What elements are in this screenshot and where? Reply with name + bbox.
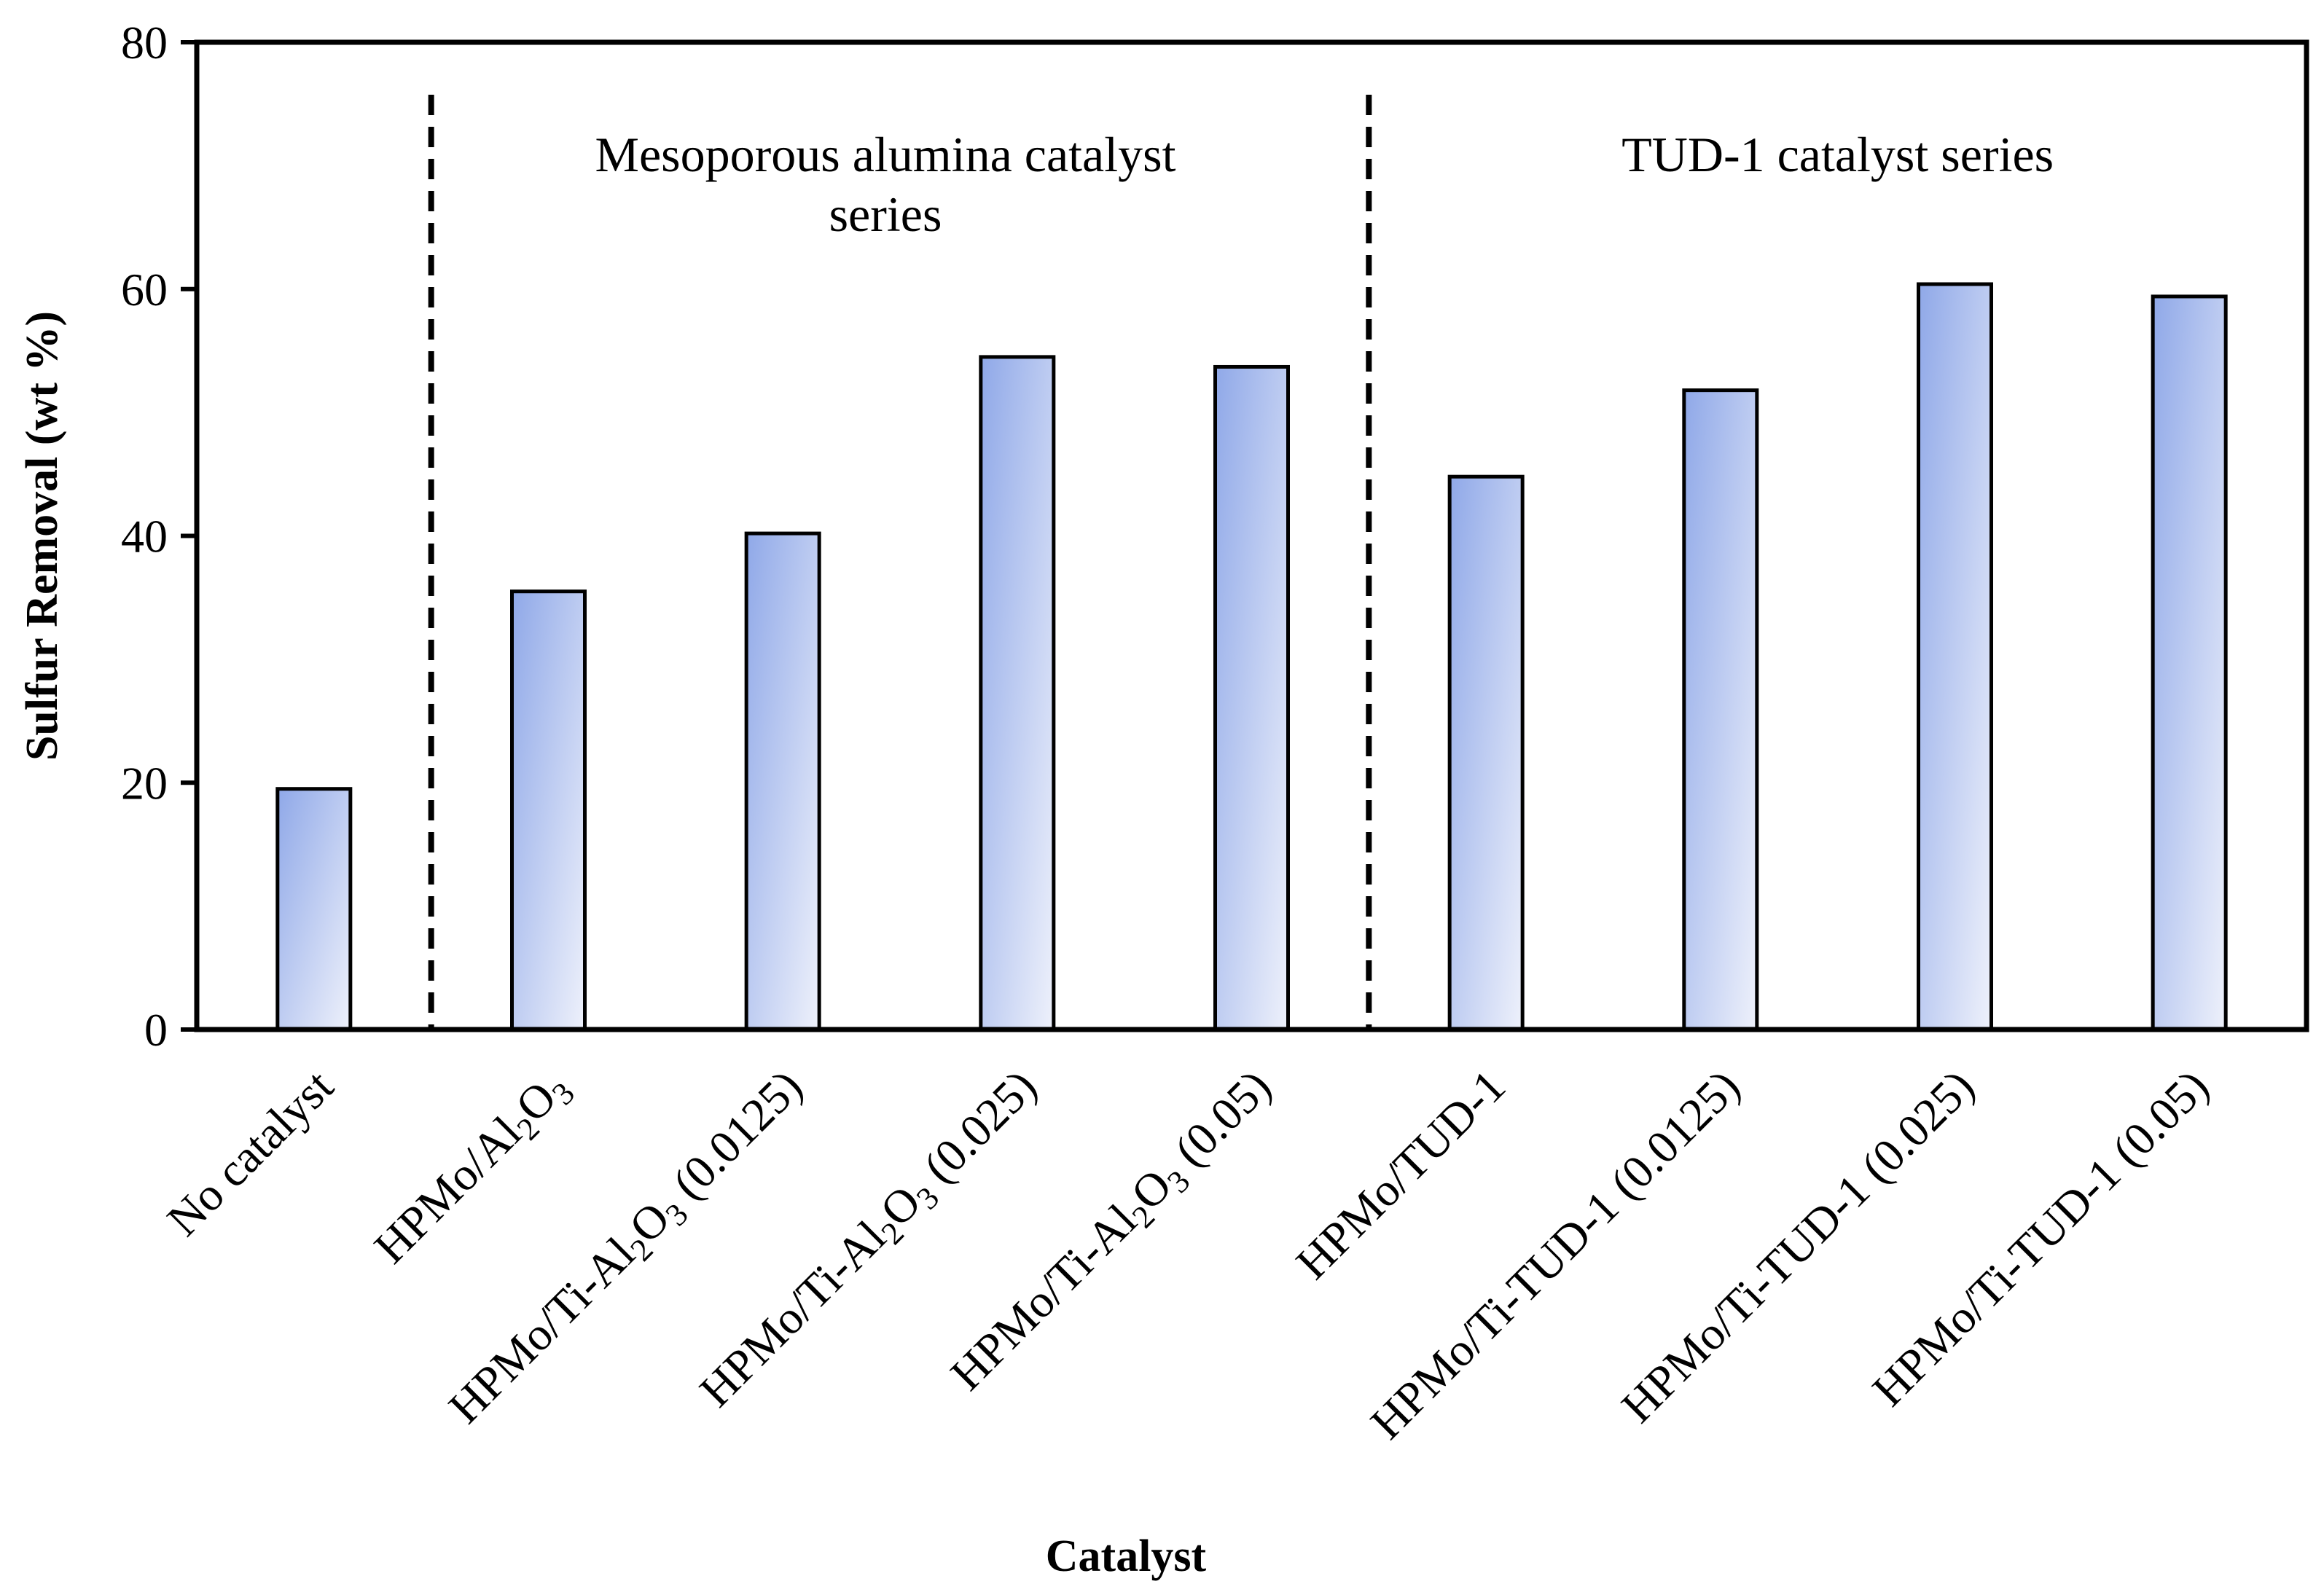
label-part: HPMo/Al [364, 1106, 531, 1273]
bar-1 [275, 787, 353, 1032]
x-category-label-6: HPMo/TUD-1 [1286, 1060, 1515, 1289]
label-part: HPMo/Ti-Al [689, 1211, 895, 1416]
annotation-line: Mesoporous alumina catalyst [595, 127, 1176, 182]
separators-layer [428, 95, 1372, 1030]
x-axis-title: Catalyst [1046, 1532, 1207, 1581]
bar-7 [1682, 388, 1759, 1032]
label-part: (0.025) [905, 1060, 1046, 1201]
label-part: HPMo/Ti-Al [439, 1227, 644, 1432]
bar-4 [979, 355, 1056, 1032]
annotations-layer: Mesoporous alumina catalyst series TUD-1 c… [595, 127, 2054, 242]
label-part: No catalyst [157, 1060, 343, 1246]
bars-layer [275, 282, 2228, 1032]
y-tick-label: 60 [121, 264, 168, 315]
y-axis-ticks: 0 20 40 60 80 [121, 17, 197, 1056]
label-part: HPMo/Ti-Al [941, 1194, 1146, 1400]
bar-5 [1213, 364, 1290, 1032]
y-tick-label: 80 [121, 17, 168, 68]
label-part: (0.05) [1157, 1060, 1281, 1185]
label-part: HPMo/Ti-TUD-1 (0.0125) [1361, 1060, 1750, 1449]
bar-9 [2151, 294, 2228, 1032]
label-part: HPMo/TUD-1 [1286, 1060, 1515, 1289]
bar-2 [510, 589, 587, 1032]
x-category-label-2: HPMo/Al2O3 [364, 1060, 582, 1277]
x-category-label-1: No catalyst [157, 1060, 343, 1246]
label-part: (0.0125) [654, 1060, 812, 1217]
y-tick-label: 20 [121, 757, 168, 809]
y-tick-label: 0 [144, 1004, 168, 1056]
annotation-line: series [829, 187, 942, 242]
x-category-label-7: HPMo/Ti-TUD-1 (0.0125) [1361, 1060, 1750, 1449]
y-tick-label: 40 [121, 511, 168, 562]
annotation-line: TUD-1 catalyst series [1621, 127, 2054, 182]
bar-3 [744, 531, 821, 1032]
y-axis-title: Sulfur Removal (wt %) [17, 311, 67, 761]
series-annotation-2: TUD-1 catalyst series [1621, 127, 2054, 182]
series-annotation-1: Mesoporous alumina catalyst series [595, 127, 1176, 242]
bar-6 [1447, 474, 1525, 1032]
bar-8 [1917, 282, 1993, 1032]
